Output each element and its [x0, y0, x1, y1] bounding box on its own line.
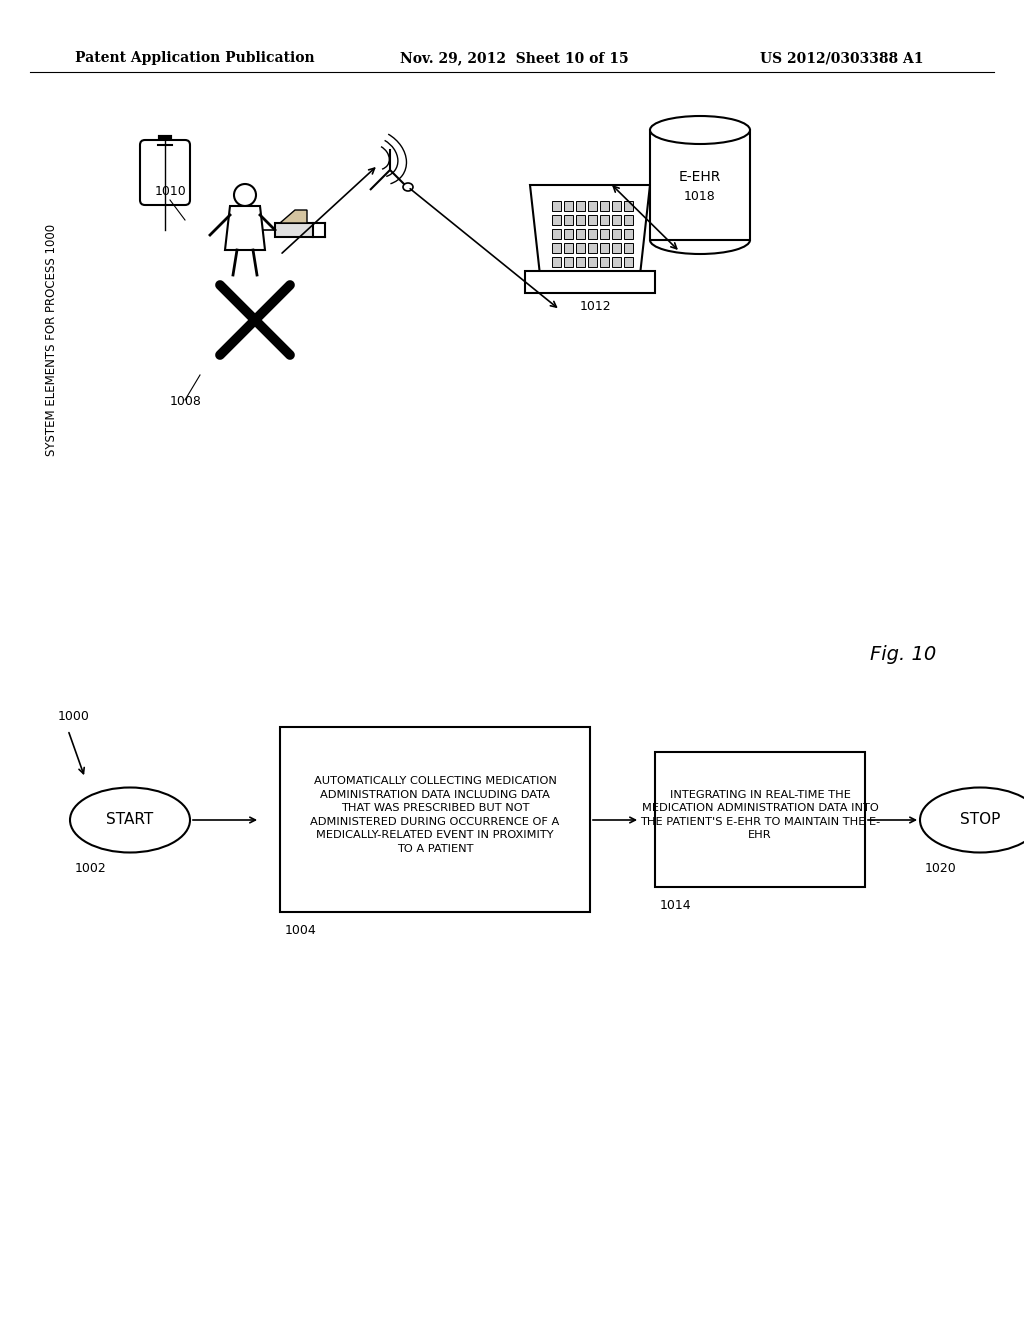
FancyBboxPatch shape	[612, 215, 621, 224]
Bar	[655, 752, 865, 887]
FancyBboxPatch shape	[624, 257, 633, 267]
Text: 1008: 1008	[170, 395, 202, 408]
Text: 1018: 1018	[684, 190, 716, 203]
Text: US 2012/0303388 A1: US 2012/0303388 A1	[760, 51, 924, 65]
Ellipse shape	[70, 788, 190, 853]
Ellipse shape	[234, 183, 256, 206]
FancyBboxPatch shape	[575, 228, 585, 239]
FancyBboxPatch shape	[552, 201, 561, 211]
Text: Patent Application Publication: Patent Application Publication	[75, 51, 314, 65]
FancyBboxPatch shape	[564, 257, 573, 267]
Text: INTEGRATING IN REAL-TIME THE
MEDICATION ADMINISTRATION DATA INTO
THE PATIENT'S E: INTEGRATING IN REAL-TIME THE MEDICATION …	[640, 789, 880, 841]
FancyBboxPatch shape	[564, 243, 573, 253]
FancyBboxPatch shape	[624, 201, 633, 211]
Text: START: START	[106, 813, 154, 828]
FancyBboxPatch shape	[612, 201, 621, 211]
FancyBboxPatch shape	[588, 243, 597, 253]
Bar	[650, 129, 750, 240]
FancyBboxPatch shape	[575, 215, 585, 224]
FancyBboxPatch shape	[552, 215, 561, 224]
FancyBboxPatch shape	[600, 228, 609, 239]
Text: STOP: STOP	[959, 813, 1000, 828]
Ellipse shape	[920, 788, 1024, 853]
FancyBboxPatch shape	[624, 243, 633, 253]
FancyBboxPatch shape	[275, 223, 313, 238]
FancyBboxPatch shape	[552, 243, 561, 253]
FancyBboxPatch shape	[140, 140, 190, 205]
FancyBboxPatch shape	[600, 201, 609, 211]
FancyBboxPatch shape	[588, 228, 597, 239]
FancyBboxPatch shape	[575, 243, 585, 253]
FancyBboxPatch shape	[575, 257, 585, 267]
Text: SYSTEM ELEMENTS FOR PROCESS 1000: SYSTEM ELEMENTS FOR PROCESS 1000	[45, 224, 58, 457]
FancyBboxPatch shape	[612, 228, 621, 239]
Text: Nov. 29, 2012  Sheet 10 of 15: Nov. 29, 2012 Sheet 10 of 15	[400, 51, 629, 65]
FancyBboxPatch shape	[575, 201, 585, 211]
Text: 1012: 1012	[580, 300, 611, 313]
FancyBboxPatch shape	[525, 271, 655, 293]
Polygon shape	[280, 210, 307, 223]
FancyBboxPatch shape	[564, 228, 573, 239]
FancyBboxPatch shape	[600, 257, 609, 267]
Polygon shape	[225, 206, 265, 249]
Text: 1004: 1004	[285, 924, 316, 937]
Text: 1002: 1002	[75, 862, 106, 875]
FancyBboxPatch shape	[600, 243, 609, 253]
Bar	[280, 727, 590, 912]
FancyBboxPatch shape	[588, 257, 597, 267]
Text: 1020: 1020	[925, 862, 956, 875]
Text: 1010: 1010	[155, 185, 186, 198]
Text: Fig. 10: Fig. 10	[870, 645, 936, 664]
FancyBboxPatch shape	[612, 257, 621, 267]
FancyBboxPatch shape	[612, 243, 621, 253]
FancyBboxPatch shape	[552, 228, 561, 239]
FancyBboxPatch shape	[624, 215, 633, 224]
FancyBboxPatch shape	[552, 257, 561, 267]
Ellipse shape	[650, 116, 750, 144]
FancyBboxPatch shape	[624, 228, 633, 239]
Text: E-EHR: E-EHR	[679, 170, 721, 183]
Text: AUTOMATICALLY COLLECTING MEDICATION
ADMINISTRATION DATA INCLUDING DATA
THAT WAS : AUTOMATICALLY COLLECTING MEDICATION ADMI…	[310, 776, 560, 854]
Text: 1014: 1014	[660, 899, 691, 912]
Polygon shape	[530, 185, 650, 275]
FancyBboxPatch shape	[564, 201, 573, 211]
Ellipse shape	[403, 183, 413, 191]
FancyBboxPatch shape	[588, 201, 597, 211]
FancyBboxPatch shape	[600, 215, 609, 224]
Text: 1000: 1000	[58, 710, 90, 723]
FancyBboxPatch shape	[564, 215, 573, 224]
FancyBboxPatch shape	[588, 215, 597, 224]
